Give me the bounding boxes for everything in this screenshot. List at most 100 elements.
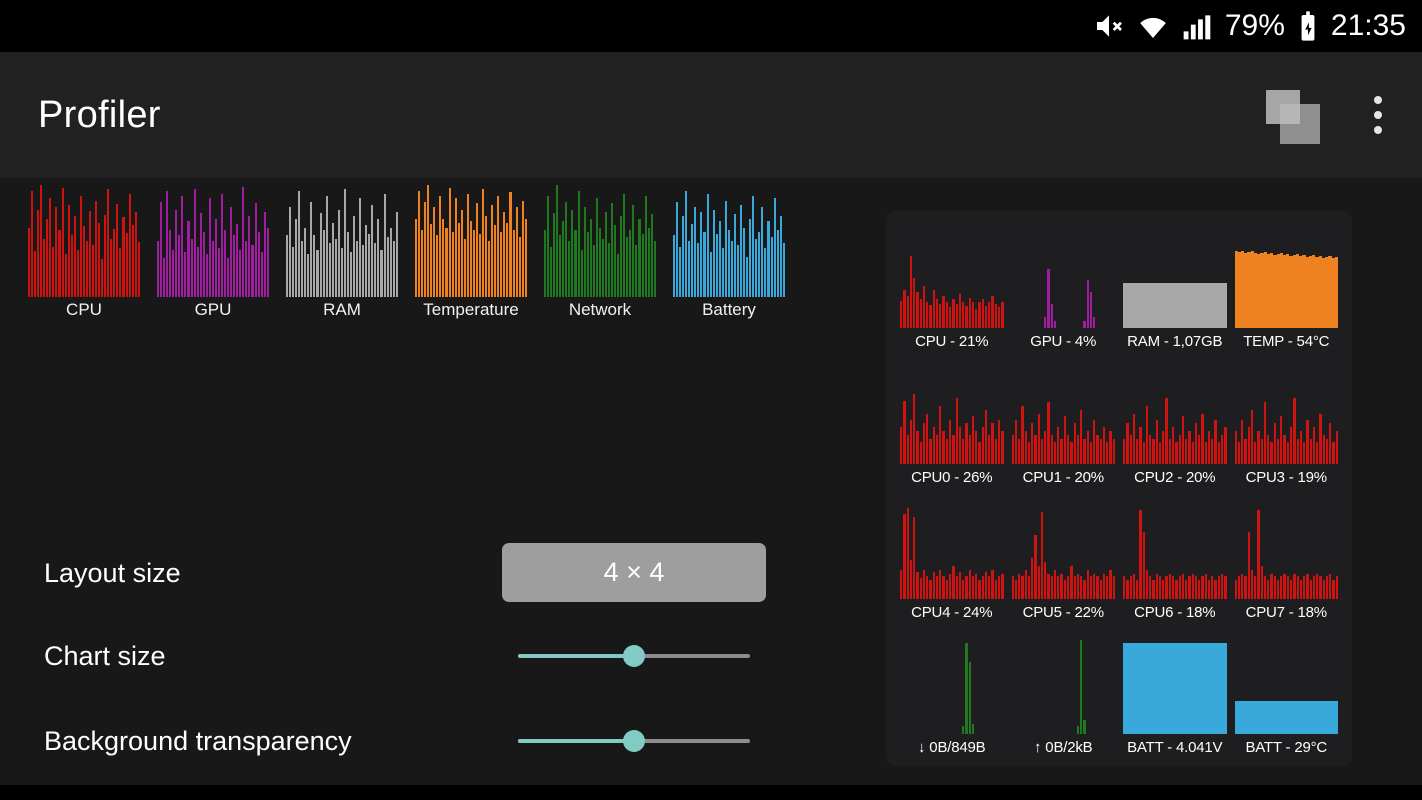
widgets-overlay-front-square bbox=[1266, 90, 1300, 124]
chart-bar bbox=[1040, 438, 1044, 464]
chart-bar bbox=[1132, 413, 1136, 464]
chart-bar bbox=[263, 211, 266, 297]
chart-bar bbox=[1331, 258, 1335, 329]
layout-size-button[interactable]: 4 × 4 bbox=[502, 543, 766, 602]
chart-bar bbox=[952, 566, 955, 599]
chart-type-option[interactable]: CPU bbox=[28, 185, 140, 320]
chart-bar bbox=[779, 216, 782, 297]
chart-bar bbox=[475, 202, 478, 297]
chart-bar bbox=[1191, 573, 1194, 599]
chart-bar bbox=[58, 229, 61, 297]
chart-bar bbox=[1237, 442, 1241, 464]
chart-bar bbox=[968, 569, 971, 599]
chart-bar bbox=[509, 191, 512, 297]
chart-bar bbox=[1158, 442, 1162, 464]
chart-bar bbox=[767, 220, 770, 297]
chart-bar bbox=[1270, 253, 1274, 329]
chart-bar bbox=[359, 198, 362, 297]
chart-bar bbox=[1106, 575, 1109, 599]
chart-bar bbox=[1260, 438, 1263, 464]
overflow-dot bbox=[1374, 96, 1382, 104]
chart-bar bbox=[55, 207, 58, 297]
chart-size-slider[interactable] bbox=[518, 645, 750, 667]
chart-bar bbox=[500, 232, 503, 297]
chart-bar bbox=[1220, 434, 1224, 464]
chart-type-option[interactable]: GPU bbox=[157, 185, 269, 320]
chart-bar bbox=[1247, 252, 1251, 329]
chart-bar bbox=[254, 202, 257, 297]
preview-cell-chart bbox=[1012, 232, 1116, 329]
chart-bar bbox=[289, 207, 292, 297]
chart-bar bbox=[703, 232, 706, 297]
chart-bar bbox=[991, 295, 994, 329]
chart-bar bbox=[574, 229, 577, 297]
chart-type-option[interactable]: Battery bbox=[673, 185, 785, 320]
slider-thumb[interactable] bbox=[623, 645, 645, 667]
preview-cell-chart bbox=[1011, 368, 1115, 464]
chart-bar bbox=[1266, 254, 1271, 329]
bottom-nav-strip bbox=[0, 785, 1422, 800]
chart-bar bbox=[906, 507, 909, 599]
overflow-menu-icon[interactable] bbox=[1368, 90, 1388, 140]
chart-bar bbox=[688, 241, 691, 297]
chart-bar bbox=[1126, 423, 1129, 464]
slider-thumb[interactable] bbox=[623, 730, 645, 752]
chart-bar bbox=[1024, 430, 1027, 464]
background-transparency-slider[interactable] bbox=[518, 730, 750, 752]
chart-bar bbox=[113, 228, 116, 297]
chart-bar bbox=[679, 246, 682, 297]
chart-bar bbox=[641, 234, 644, 297]
chart-bar bbox=[1241, 420, 1244, 464]
chart-bar bbox=[457, 223, 460, 297]
preview-cell-label: BATT - 4.041V bbox=[1127, 739, 1223, 756]
preview-cell-label: RAM - 1,07GB bbox=[1127, 333, 1223, 351]
chart-type-label: Network bbox=[568, 300, 632, 319]
chart-bar bbox=[903, 401, 906, 464]
chart-bar bbox=[922, 286, 926, 329]
chart-bar bbox=[266, 227, 269, 297]
chart-bar bbox=[968, 434, 971, 464]
chart-bar bbox=[460, 209, 463, 297]
chart-bar bbox=[1145, 405, 1149, 464]
preview-cell-chart bbox=[1234, 503, 1338, 599]
widgets-overlay-icon[interactable] bbox=[1262, 86, 1320, 144]
chart-bar bbox=[1109, 569, 1112, 599]
chart-type-option[interactable]: Network bbox=[544, 185, 656, 320]
chart-bar bbox=[1096, 575, 1099, 599]
chart-bar bbox=[650, 214, 653, 297]
wifi-icon bbox=[1140, 17, 1166, 38]
chart-bar bbox=[211, 241, 214, 297]
chart-bar bbox=[694, 207, 697, 297]
preview-cell-chart bbox=[1123, 503, 1227, 599]
chart-bar bbox=[1018, 438, 1021, 464]
chart-bar bbox=[1312, 575, 1316, 599]
preview-cell: CPU7 - 18% bbox=[1234, 498, 1338, 621]
chart-bar bbox=[380, 249, 383, 297]
chart-bar bbox=[1102, 427, 1106, 464]
chart-bar bbox=[909, 420, 913, 464]
cellular-signal-icon bbox=[1183, 15, 1211, 40]
chart-bar bbox=[1204, 573, 1207, 599]
slider-fill bbox=[518, 654, 634, 658]
chart-bar bbox=[1253, 253, 1258, 329]
chart-bar bbox=[1267, 434, 1270, 464]
chart-bar bbox=[82, 226, 85, 297]
chart-bar bbox=[1050, 575, 1053, 599]
chart-bar bbox=[1276, 438, 1280, 464]
chart-bar bbox=[131, 225, 134, 297]
chart-bar bbox=[565, 201, 568, 297]
chart-bar bbox=[997, 575, 1001, 599]
chart-bar bbox=[1260, 253, 1264, 329]
chart-bar bbox=[939, 569, 942, 599]
chart-bar bbox=[190, 238, 193, 297]
chart-bar bbox=[922, 569, 926, 599]
preview-cell-chart bbox=[900, 503, 1004, 599]
chart-bar bbox=[971, 415, 975, 464]
chart-bar bbox=[1142, 531, 1145, 599]
chart-type-option[interactable]: RAM bbox=[286, 185, 398, 320]
preview-cell-label: GPU - 4% bbox=[1030, 333, 1097, 351]
chart-bar bbox=[1152, 438, 1155, 464]
chart-bar bbox=[1250, 409, 1254, 464]
chart-bar bbox=[392, 241, 395, 297]
chart-type-option[interactable]: Temperature bbox=[415, 185, 527, 320]
